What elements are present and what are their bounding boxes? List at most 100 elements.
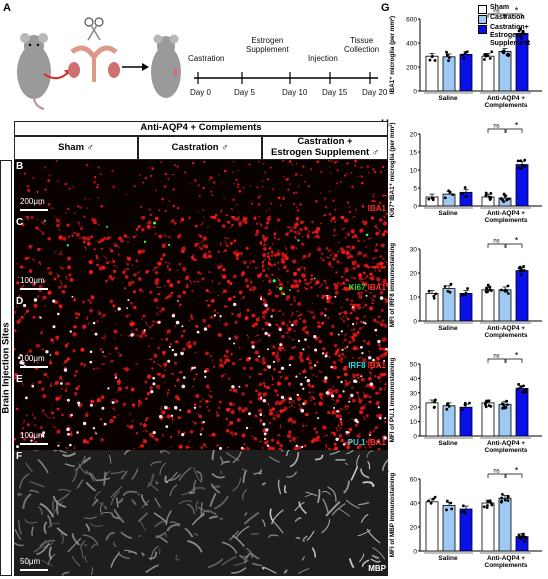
scissors-icon: [84, 17, 104, 41]
data-point: [427, 289, 431, 293]
y-tick-label: 400: [406, 41, 417, 48]
data-point: [432, 294, 436, 298]
data-point: [520, 535, 523, 538]
marker-text: IRF8: [348, 361, 366, 370]
group-label: Anti-AQP4 +: [487, 325, 525, 332]
data-point: [522, 384, 525, 388]
data-point: [446, 289, 450, 293]
significance-label: *: [515, 6, 519, 16]
data-point: [506, 284, 510, 288]
data-point: [445, 50, 448, 54]
significance-label: *: [515, 121, 519, 131]
data-point: [519, 385, 523, 389]
data-point: [445, 508, 448, 512]
data-point: [445, 53, 449, 57]
scale-bar-label: 100μm: [20, 354, 45, 363]
scale-bar-label: 200μm: [20, 197, 45, 206]
bar-chart-j: 0 10 20 30 40 50 MFI of PU.1 immunostaining ns *…: [389, 351, 542, 454]
micrograph-e-1: [14, 373, 138, 450]
micrograph-b-1: [14, 160, 138, 216]
y-tick-label: 30: [410, 390, 418, 397]
data-point: [519, 273, 523, 277]
legend-label: Castration+ Estrogen Supplement: [490, 24, 531, 48]
data-point: [487, 399, 491, 403]
micrograph-f-3: [262, 450, 388, 576]
micrograph-d-1: [14, 295, 138, 373]
data-point: [501, 402, 505, 406]
data-point: [482, 505, 486, 509]
significance-label: ns: [493, 124, 499, 130]
chart-legend: Sham Castration Castration+ Estrogen Suppl…: [478, 4, 530, 48]
micrograph-b-3: [262, 160, 388, 216]
data-point: [521, 390, 524, 394]
y-axis-label: MFI of MBP immunostaining: [389, 473, 396, 558]
y-tick-label: 0: [413, 434, 417, 441]
significance-label: ns: [493, 354, 499, 360]
data-point: [484, 405, 488, 409]
group-label: Anti-AQP4 +: [487, 440, 525, 447]
data-point: [523, 390, 527, 394]
data-point: [517, 535, 521, 539]
data-point: [500, 496, 504, 500]
data-point: [483, 58, 486, 61]
panel-letter-a: A: [3, 2, 11, 14]
marker-text: IBA1: [367, 204, 386, 213]
data-point: [431, 497, 435, 501]
timeline-day: Day 5: [234, 88, 255, 97]
data-point: [489, 191, 493, 195]
micrograph-e-2: [138, 373, 262, 450]
data-point: [517, 29, 521, 33]
marker-label: IRF8 IBA1: [348, 361, 386, 370]
panel-letter-b: B: [16, 161, 24, 172]
data-point: [468, 401, 471, 405]
data-point: [461, 53, 465, 57]
data-point: [433, 59, 437, 62]
data-point: [488, 288, 492, 292]
data-point: [504, 406, 508, 409]
data-point: [516, 387, 520, 391]
bar: [425, 293, 439, 322]
data-point: [522, 268, 526, 272]
significance-bracket: [487, 358, 506, 363]
micrograph-d-2: [138, 295, 262, 373]
data-point: [448, 290, 452, 294]
marker-label: IBA1: [368, 204, 386, 213]
marker-label: MBP: [368, 564, 386, 573]
data-point: [464, 195, 468, 199]
bar: [442, 405, 456, 437]
data-point: [507, 197, 511, 201]
data-point: [451, 193, 455, 197]
data-point: [503, 498, 507, 502]
data-point: [504, 194, 507, 198]
data-point: [522, 539, 526, 543]
data-point: [461, 504, 465, 508]
marker-label: Ki67 IBA1: [349, 283, 386, 292]
timeline-day: Day 20: [362, 88, 388, 97]
header-treatment: Anti-AQP4 + Complements: [14, 121, 388, 136]
timeline-event: Castration: [188, 54, 225, 63]
data-point: [461, 192, 465, 195]
data-point: [500, 288, 503, 292]
bar: [459, 293, 473, 322]
bar: [481, 402, 495, 437]
data-point: [486, 54, 490, 57]
data-point: [520, 32, 523, 36]
data-point: [486, 504, 489, 507]
data-point: [503, 289, 507, 293]
data-point: [517, 266, 521, 270]
data-point: [447, 59, 450, 63]
panel-letter-g: G: [381, 2, 390, 14]
data-point: [519, 159, 523, 163]
group-label: Anti-AQP4 +: [487, 210, 525, 217]
y-tick-label: 60: [410, 477, 418, 484]
y-tick-label: 0: [413, 549, 417, 556]
data-point: [443, 196, 447, 200]
marker-text: PU.1: [347, 438, 366, 447]
legend-swatch: [478, 15, 487, 24]
bar: [425, 402, 439, 437]
data-point: [460, 510, 464, 514]
data-point: [484, 193, 488, 197]
data-point: [521, 532, 525, 536]
data-point: [448, 190, 452, 194]
data-point: [523, 164, 527, 168]
